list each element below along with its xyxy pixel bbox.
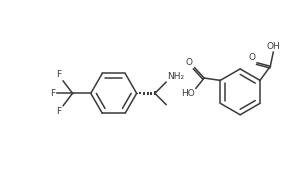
- Text: F: F: [56, 70, 62, 79]
- Text: O: O: [249, 53, 256, 62]
- Text: NH₂: NH₂: [167, 72, 184, 81]
- Text: F: F: [56, 107, 62, 116]
- Text: O: O: [185, 58, 192, 67]
- Text: F: F: [51, 89, 56, 98]
- Text: HO: HO: [181, 90, 195, 99]
- Text: OH: OH: [266, 42, 280, 51]
